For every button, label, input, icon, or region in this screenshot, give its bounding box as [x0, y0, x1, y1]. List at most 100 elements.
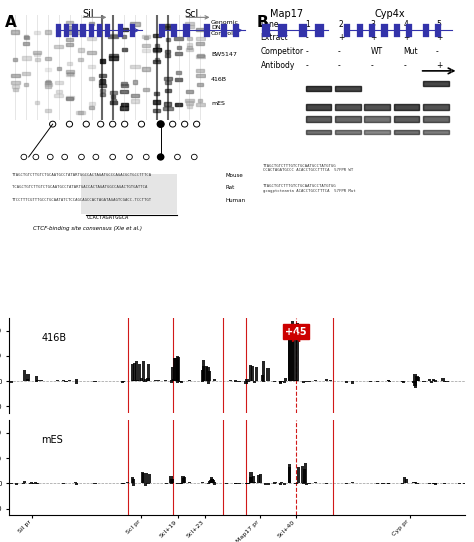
- Bar: [133, 363, 137, 381]
- Bar: [428, 483, 431, 485]
- Bar: [170, 380, 173, 381]
- Bar: [266, 368, 270, 381]
- Text: Human: Human: [226, 198, 246, 203]
- Bar: [26, 379, 29, 381]
- Text: Map17: Map17: [270, 9, 303, 19]
- Bar: [302, 483, 305, 484]
- Bar: [207, 381, 210, 384]
- Bar: [121, 381, 124, 383]
- Bar: [351, 481, 354, 483]
- Bar: [141, 472, 144, 483]
- Bar: [30, 482, 33, 483]
- Bar: [257, 475, 260, 483]
- Bar: [251, 366, 254, 381]
- Text: +45: +45: [285, 327, 307, 337]
- Bar: [253, 482, 256, 483]
- Bar: [55, 380, 59, 381]
- Bar: [64, 24, 69, 36]
- Bar: [142, 473, 145, 483]
- Bar: [303, 463, 307, 483]
- Bar: [212, 379, 216, 381]
- Bar: [180, 483, 183, 484]
- Bar: [170, 476, 173, 483]
- Bar: [261, 375, 264, 381]
- Text: A: A: [5, 15, 17, 30]
- Bar: [414, 381, 417, 383]
- Bar: [211, 479, 214, 483]
- Text: WT: WT: [371, 47, 383, 56]
- Bar: [305, 483, 309, 485]
- Bar: [273, 482, 277, 483]
- Bar: [75, 482, 78, 483]
- Bar: [288, 464, 291, 483]
- Bar: [264, 483, 267, 485]
- Bar: [132, 483, 135, 486]
- Bar: [308, 381, 311, 383]
- Bar: [402, 477, 406, 483]
- Text: -: -: [338, 47, 341, 56]
- Bar: [283, 483, 286, 485]
- Bar: [249, 365, 252, 381]
- Bar: [36, 380, 39, 381]
- Bar: [234, 381, 237, 382]
- Bar: [64, 381, 68, 382]
- Bar: [144, 379, 147, 381]
- Bar: [144, 381, 146, 382]
- Bar: [296, 323, 300, 381]
- Bar: [176, 356, 179, 381]
- Bar: [246, 483, 250, 484]
- Bar: [302, 381, 305, 383]
- Text: Mut: Mut: [403, 47, 418, 56]
- Bar: [146, 378, 150, 381]
- Bar: [131, 476, 134, 483]
- Bar: [32, 483, 35, 484]
- Bar: [205, 366, 208, 381]
- Bar: [415, 483, 419, 484]
- Bar: [406, 24, 412, 36]
- Text: 416B: 416B: [211, 78, 227, 82]
- Text: +: +: [403, 34, 410, 42]
- Text: CCACTAGATGGCA: CCACTAGATGGCA: [86, 215, 128, 220]
- Bar: [280, 381, 283, 382]
- Bar: [294, 483, 298, 484]
- Bar: [325, 379, 328, 381]
- Bar: [351, 381, 354, 384]
- Bar: [422, 381, 426, 382]
- Text: Rat: Rat: [226, 185, 235, 190]
- Bar: [177, 357, 180, 381]
- Text: -: -: [305, 34, 308, 42]
- Bar: [74, 482, 77, 483]
- Text: +: +: [436, 61, 442, 70]
- Bar: [139, 378, 143, 381]
- Bar: [375, 381, 379, 382]
- Bar: [253, 381, 256, 383]
- Text: +: +: [338, 34, 345, 42]
- Bar: [144, 483, 147, 486]
- Bar: [34, 482, 36, 483]
- Bar: [62, 380, 65, 381]
- Bar: [297, 467, 300, 483]
- Bar: [147, 364, 150, 381]
- Bar: [174, 358, 177, 381]
- Bar: [210, 478, 213, 483]
- Bar: [299, 24, 307, 36]
- Bar: [259, 474, 262, 483]
- Bar: [441, 378, 445, 381]
- Text: TTCCTTTCGTTTGCCTGCAATATCTCCAGCAGCCACTAGATAGAGTCGACC-TCCTTGT: TTCCTTTCGTTTGCCTGCAATATCTCCAGCAGCCACTAGA…: [12, 198, 152, 202]
- Bar: [175, 381, 179, 383]
- Bar: [416, 377, 419, 381]
- Text: Lane: Lane: [261, 20, 279, 29]
- Bar: [414, 381, 417, 388]
- Text: TTAGCTGTCTTTGTCTGCAATGCCTATGTGG
CCACTAGATGCCC ACACCTGCCTTTCA  57FPR WT: TTAGCTGTCTTTGTCTGCAATGCCTATGTGG CCACTAGA…: [263, 164, 353, 172]
- Bar: [388, 381, 391, 382]
- Bar: [283, 381, 286, 383]
- Bar: [387, 380, 390, 381]
- Bar: [201, 370, 204, 381]
- Bar: [201, 482, 204, 483]
- Bar: [183, 24, 190, 36]
- Text: B: B: [256, 15, 268, 30]
- Text: 5: 5: [436, 20, 441, 29]
- Bar: [172, 379, 175, 381]
- Bar: [246, 381, 250, 382]
- Bar: [105, 24, 110, 36]
